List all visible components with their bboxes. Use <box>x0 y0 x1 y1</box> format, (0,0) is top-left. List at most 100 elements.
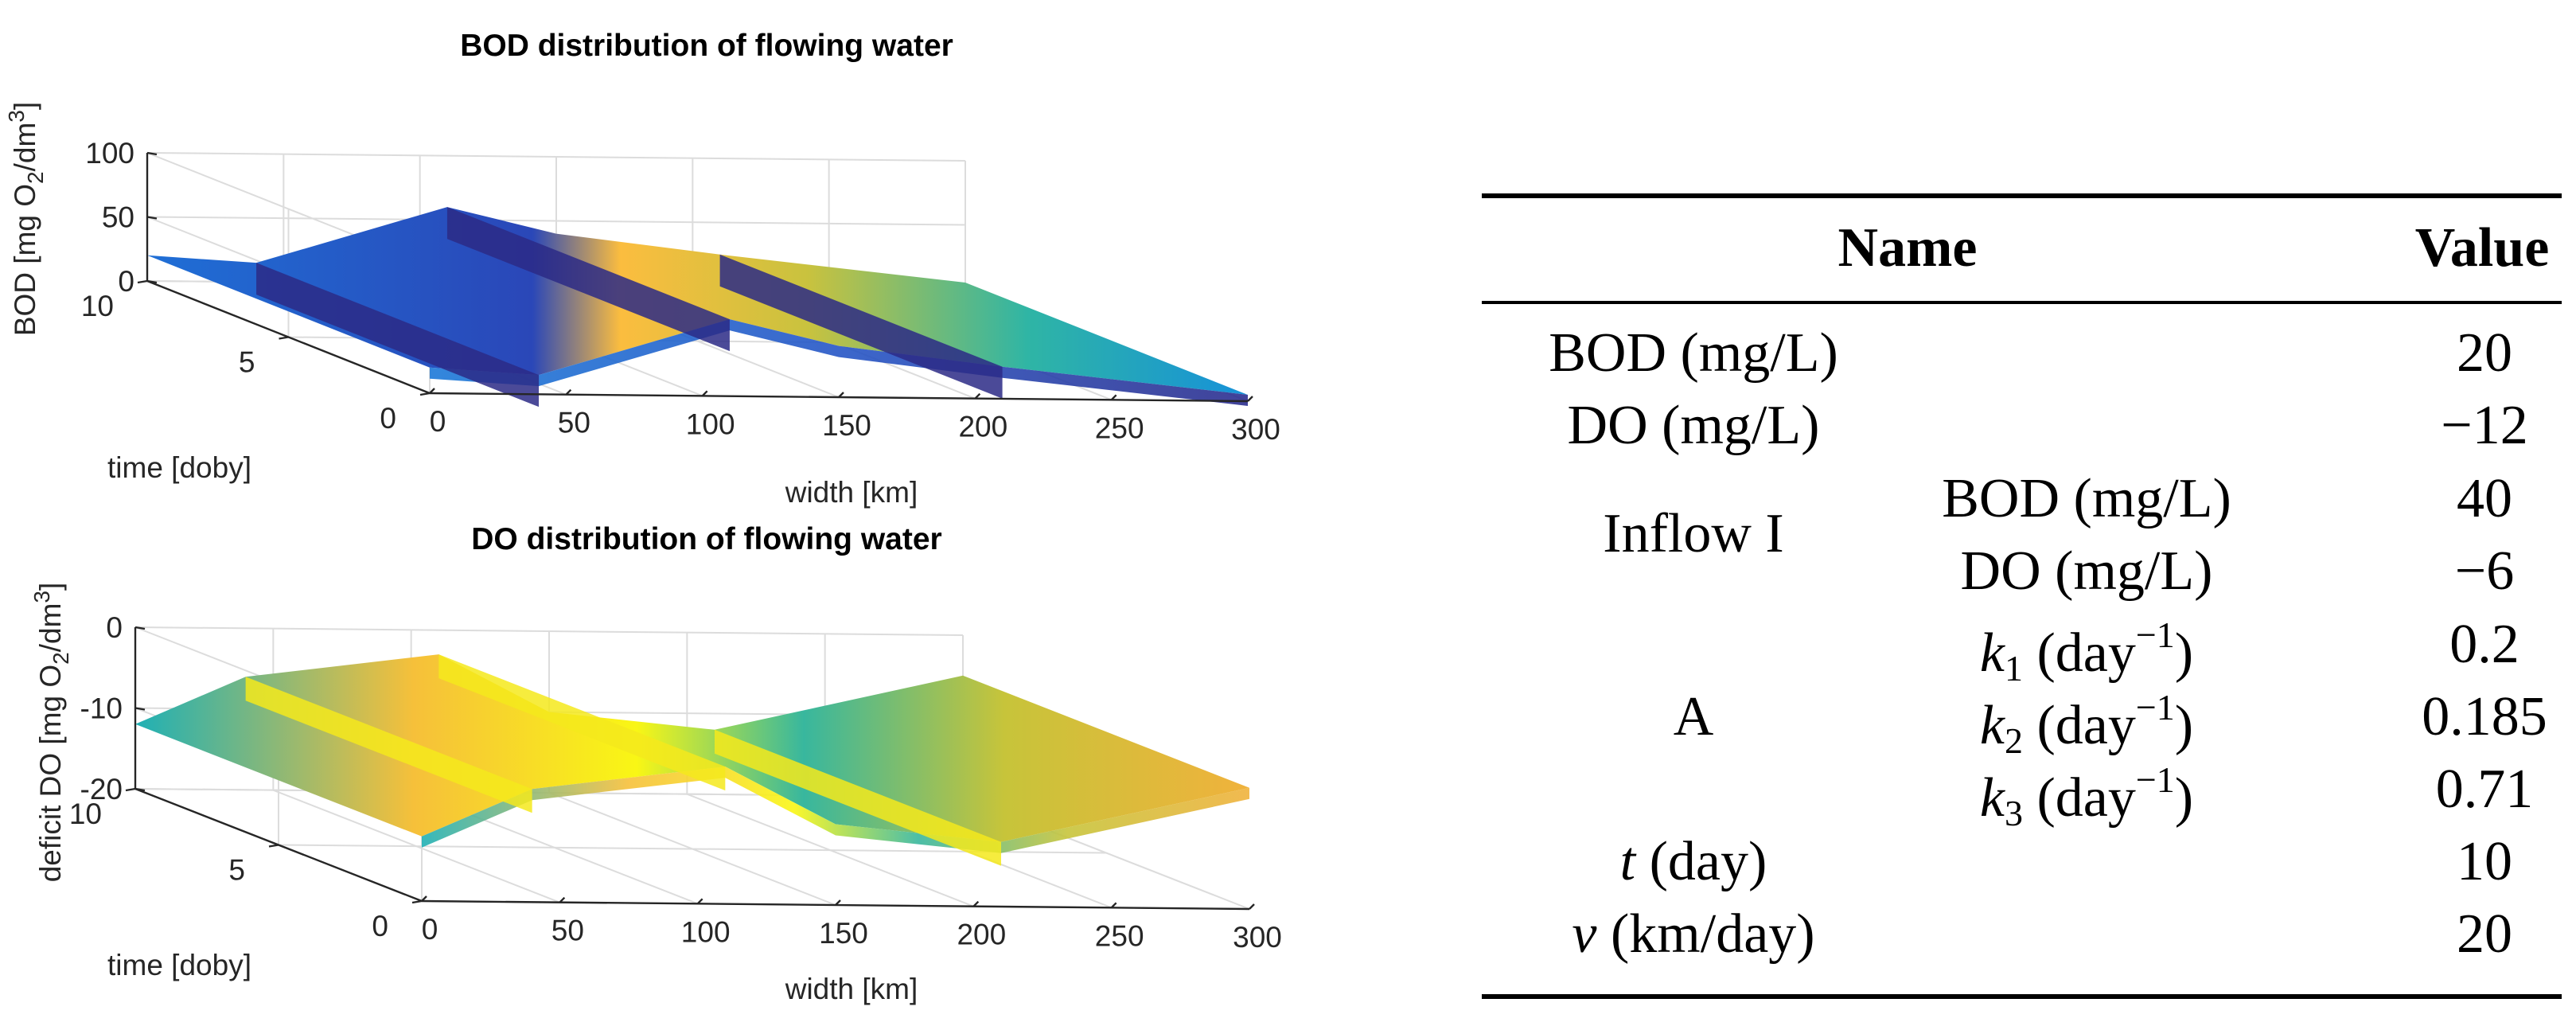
do-chart: DO distribution of flowing water 0 50 100 1… <box>29 522 1282 1005</box>
y-tick-labels: 0 5 10 <box>69 787 423 942</box>
inflow-do-label: DO (mg/L) <box>1960 540 2213 602</box>
header-value: Value <box>2414 217 2550 279</box>
x-tick-label: 300 <box>1233 921 1282 954</box>
row-label-t: t (day) <box>1619 831 1767 892</box>
x-tick <box>838 392 844 398</box>
header-rule <box>1482 301 2562 304</box>
bod-chart: BOD distribution of flowing water 0 50 100… <box>4 29 1280 509</box>
x-tick <box>835 899 841 906</box>
x-axis-label: width [km] <box>785 973 918 1005</box>
chart-title: DO distribution of flowing water <box>471 522 941 556</box>
inflow-jump <box>715 729 1001 866</box>
z-tick-labels: -20 -10 0 <box>80 611 146 806</box>
y-tick <box>137 279 148 284</box>
row-label-do: DO (mg/L) <box>1567 395 1820 456</box>
x-tick <box>696 898 703 905</box>
k2-value: 0.185 <box>2422 686 2547 747</box>
surface-front-edge <box>422 767 1249 853</box>
row-label-v: v (km/day) <box>1572 903 1815 965</box>
z-tick-label: 50 <box>102 201 134 234</box>
z-tick-label: 0 <box>106 611 123 644</box>
row-value-v: 20 <box>2457 903 2512 965</box>
header-name: Name <box>1837 217 1978 279</box>
k1-label: k1 (day−1) <box>1979 614 2194 689</box>
x-tick-label: 0 <box>422 913 438 946</box>
x-tick-label: 300 <box>1231 413 1280 446</box>
bottom-rule <box>1482 994 2562 999</box>
k1-value: 0.2 <box>2449 614 2519 675</box>
surface-top <box>135 654 1249 842</box>
y-tick <box>279 336 289 340</box>
x-tick <box>701 390 708 397</box>
x-tick <box>1249 903 1255 910</box>
z-axis-label: BOD [mg O2/dm3] <box>4 102 48 336</box>
x-axis-label: width [km] <box>785 476 918 509</box>
x-tick <box>429 388 435 394</box>
x-tick-label: 200 <box>957 919 1006 951</box>
x-tick <box>1110 902 1117 909</box>
y-tick <box>411 899 423 904</box>
z-tick-labels: 0 50 100 <box>85 137 158 298</box>
surface-plots: BOD distribution of flowing water 0 50 100… <box>4 29 1282 1005</box>
x-tick-labels: 0 50 100 150 200 250 300 <box>429 388 1280 446</box>
group-label-inflow: Inflow I <box>1603 503 1784 564</box>
z-axis-label: deficit DO [mg O2/dm3] <box>29 583 73 883</box>
k2-label: k2 (day−1) <box>1979 687 2194 761</box>
z-tick-label: 0 <box>118 265 134 298</box>
x-tick-label: 100 <box>686 408 735 440</box>
y-tick-label: 0 <box>372 910 388 942</box>
inflow-bod-value: 40 <box>2457 468 2512 529</box>
z-tick <box>146 216 158 220</box>
x-tick-label: 250 <box>1095 919 1144 952</box>
z-tick-label: 100 <box>85 137 134 170</box>
group-label-a: A <box>1673 686 1714 747</box>
top-rule <box>1482 193 2562 198</box>
chart-title: BOD distribution of flowing water <box>460 29 953 63</box>
x-tick <box>559 896 566 903</box>
z-tick <box>134 707 146 711</box>
bod-surface <box>147 207 1248 408</box>
inflow-jump <box>446 207 730 352</box>
x-tick <box>565 388 572 396</box>
x-tick <box>421 895 427 902</box>
x-tick-label: 200 <box>958 411 1007 443</box>
row-value-t: 10 <box>2457 831 2512 892</box>
z-tick <box>134 626 146 630</box>
y-tick-label: 0 <box>380 402 396 435</box>
row-value-bod: 20 <box>2457 322 2512 384</box>
inflow-jump <box>438 654 726 791</box>
x-tick <box>1247 396 1253 402</box>
x-tick-label: 250 <box>1095 412 1144 444</box>
y-axis-label: time [doby] <box>107 949 251 981</box>
x-tick-label: 50 <box>558 407 590 439</box>
y-tick <box>268 844 279 848</box>
inflow-do-value: −6 <box>2454 540 2515 602</box>
x-tick-label: 150 <box>822 409 871 442</box>
k3-label: k3 (day−1) <box>1979 759 2194 833</box>
inflow-jump <box>719 254 1003 399</box>
parameter-table: Name Value BOD (mg/L) 20 DO (mg/L) −12 I… <box>1482 193 2562 1005</box>
y-axis-label: time [doby] <box>107 451 251 484</box>
y-tick-label: 10 <box>69 798 102 830</box>
z-tick <box>134 787 146 792</box>
surface-front-edge <box>430 319 1248 406</box>
x-tick-label: 100 <box>681 915 731 948</box>
z-tick <box>146 151 158 156</box>
k3-value: 0.71 <box>2435 759 2534 820</box>
y-tick <box>419 392 431 396</box>
row-value-do: −12 <box>2441 395 2528 456</box>
inflow-bod-label: BOD (mg/L) <box>1942 468 2231 529</box>
x-tick <box>974 392 981 400</box>
z-tick-label: -10 <box>80 692 123 725</box>
z-tick <box>146 279 158 284</box>
x-tick <box>1110 394 1117 401</box>
x-tick-label: 50 <box>551 915 584 947</box>
y-tick-label: 5 <box>228 854 245 887</box>
y-tick-label: 5 <box>239 346 255 379</box>
z-tick-label: -20 <box>80 773 123 806</box>
inflow-jump <box>245 677 532 813</box>
x-tick-label: 0 <box>430 405 446 438</box>
do-surface <box>135 654 1249 866</box>
y-tick-label: 10 <box>81 290 114 322</box>
inflow-jump <box>256 263 540 408</box>
